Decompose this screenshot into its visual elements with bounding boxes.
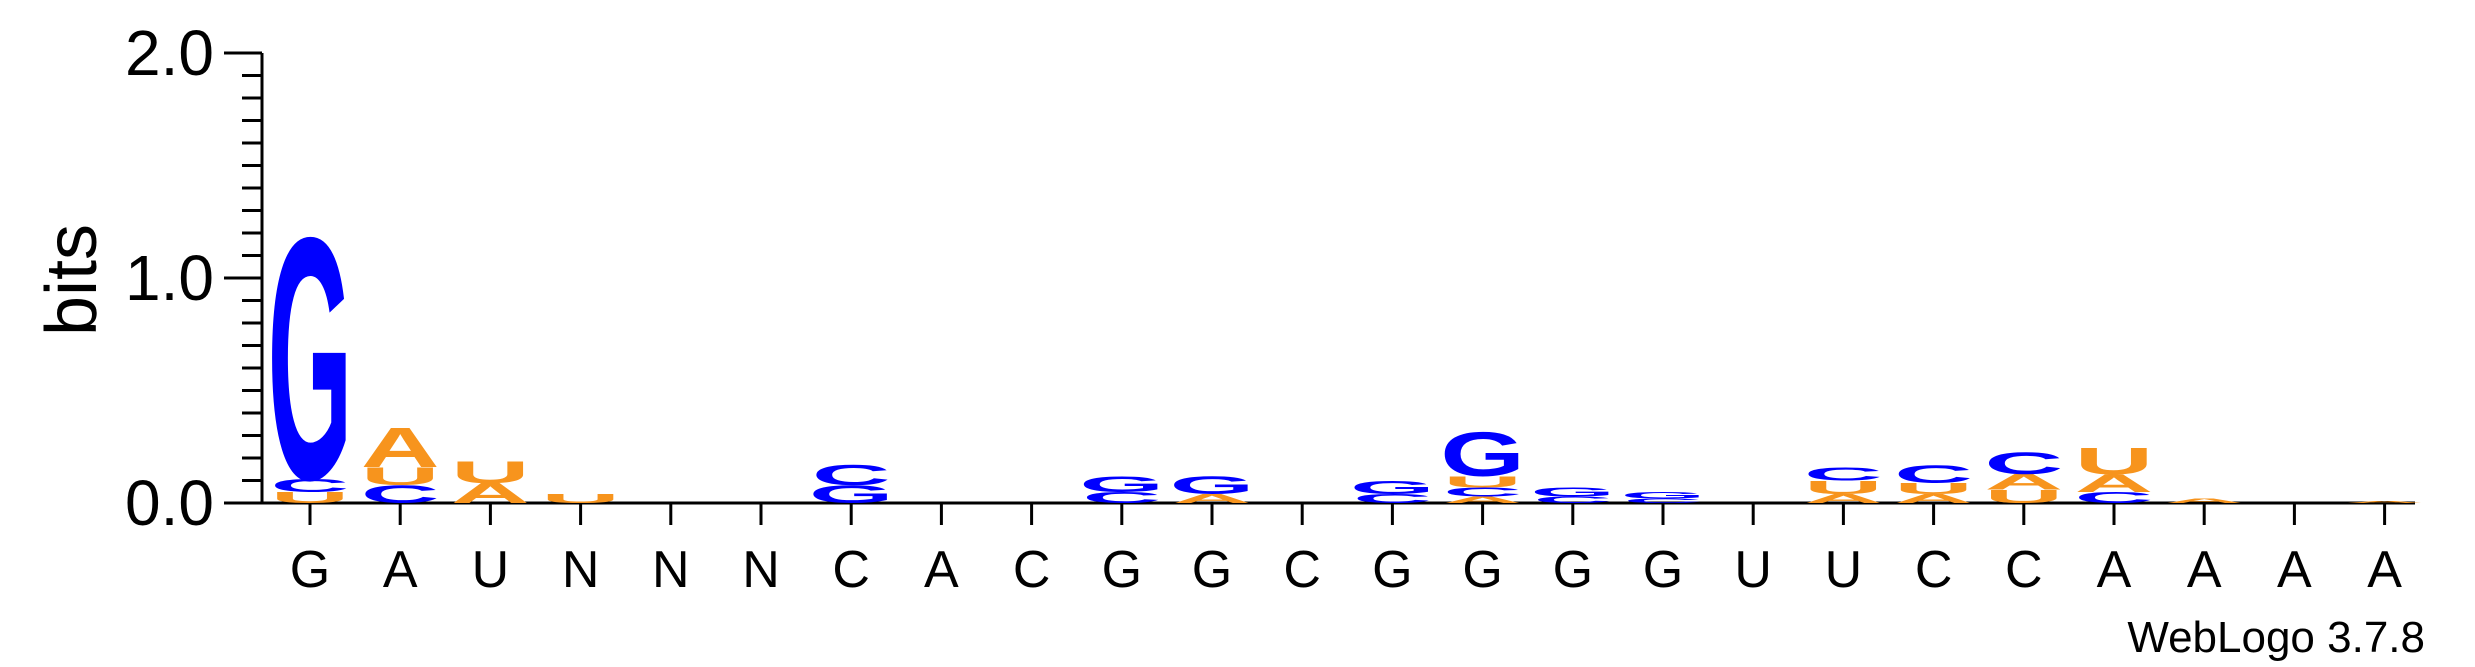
x-tick-label: G [1643, 541, 1683, 599]
logo-glyph-g: G [1621, 490, 1706, 500]
y-tick-label: 1.0 [125, 242, 214, 314]
logo-glyph-c: C [361, 480, 440, 508]
y-ticks: 0.0 1.0 2.0 [125, 17, 262, 539]
x-tick-label: U [472, 541, 510, 599]
x-tick-label: A [2097, 541, 2132, 599]
x-tick-label: G [1553, 541, 1593, 599]
logo-glyph-a: A [1804, 492, 1883, 506]
logo-glyph-u: U [1894, 480, 1973, 497]
x-tick-label: C [2005, 541, 2043, 599]
logo-glyph-c: C [2075, 489, 2154, 506]
logo-glyph-u: U [271, 489, 350, 506]
logo-glyph-c: C [1443, 485, 1522, 499]
logo-glyph-g: G [1170, 471, 1255, 499]
logo-glyph-a: A [1984, 470, 2063, 495]
x-tick-label: C [1283, 541, 1321, 599]
x-tick-label: U [1734, 541, 1772, 599]
logo-glyph-g: G [1530, 485, 1615, 499]
logo-glyph-a: A [451, 477, 530, 509]
logo-glyph-u: U [541, 492, 620, 506]
logo-glyph-u: U [451, 454, 530, 489]
logo-glyph-a: A [2075, 469, 2154, 497]
logo-glyph-g: G [1079, 472, 1164, 497]
x-tick-label: G [1372, 541, 1412, 599]
logo-glyph-a: A [2345, 500, 2424, 504]
logo-glyph-g: G [809, 480, 894, 508]
logo-glyph-a: A [361, 416, 440, 479]
logo-glyph-c: C [1984, 445, 2063, 480]
logo-glyph-g: G [268, 167, 353, 553]
logo-glyph-g: G [1440, 419, 1525, 490]
x-tick-label: G [1192, 541, 1232, 599]
x-tick-label: C [832, 541, 870, 599]
x-tick-label: N [652, 541, 690, 599]
y-tick-label: 0.0 [125, 467, 214, 539]
logo-glyph-a: A [1894, 492, 1973, 506]
logo-glyph-u: U [1443, 473, 1522, 490]
x-tick-label: A [924, 541, 959, 599]
x-tick-label: G [1102, 541, 1142, 599]
x-tick-label: A [2277, 541, 2312, 599]
logo-glyph-c: C [1624, 497, 1703, 504]
y-tick-label: 2.0 [125, 17, 214, 89]
x-tick-label: N [562, 541, 600, 599]
x-tick-label: N [742, 541, 780, 599]
x-tick-label: C [1915, 541, 1953, 599]
logo-glyph-u: U [1804, 477, 1883, 498]
logo-glyph-u: U [1984, 486, 2063, 507]
logo-glyph-c: C [271, 475, 350, 496]
logo-glyph-c: C [1082, 489, 1161, 506]
weblogo-version-label: WebLogo 3.7.8 [2127, 613, 2425, 662]
logo-glyph-a: A [2165, 497, 2244, 504]
logo-glyph-u: U [361, 462, 440, 490]
logo-glyph-u: U [2075, 440, 2154, 482]
x-tick-label: A [2367, 541, 2402, 599]
logo-glyph-c: C [1804, 463, 1883, 484]
logo-glyph-g: G [1350, 477, 1435, 498]
x-tick-label: U [1825, 541, 1863, 599]
logo-glyph-c: C [1353, 492, 1432, 506]
logo-glyph-a: A [1173, 492, 1252, 506]
x-tick-label: G [1462, 541, 1502, 599]
y-axis-label: bits [32, 224, 112, 336]
x-tick-label: C [1013, 541, 1051, 599]
logo-glyph-c: C [812, 459, 891, 491]
x-tick-label: G [290, 541, 330, 599]
x-tick-label: A [383, 541, 418, 599]
logo-glyph-c: C [1533, 495, 1612, 505]
x-tick-label: A [2187, 541, 2222, 599]
logo-glyph-a: A [1443, 495, 1522, 505]
logo-glyph-c: C [1894, 460, 1973, 488]
